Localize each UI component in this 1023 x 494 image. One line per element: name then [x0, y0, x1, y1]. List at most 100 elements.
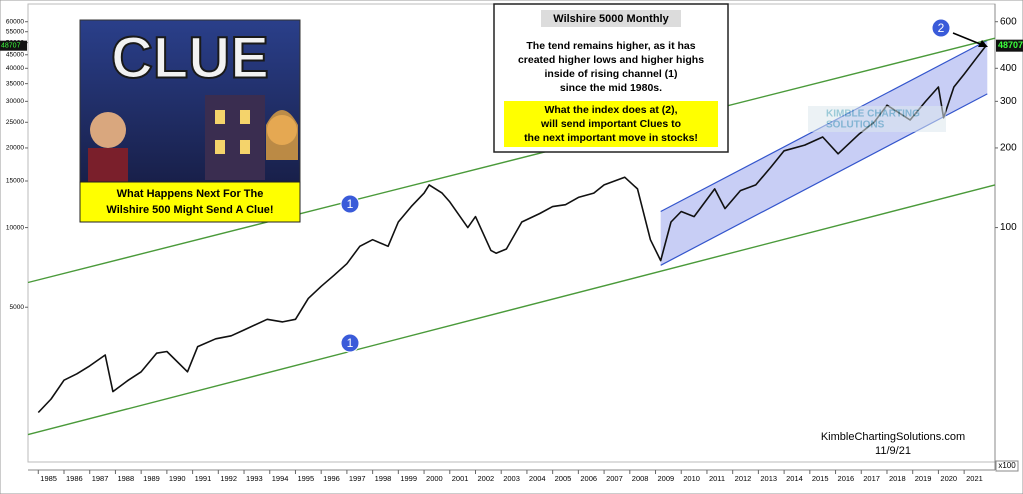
- x-tick-label: 2005: [555, 474, 572, 483]
- inset-window: [240, 110, 250, 124]
- x-tick-label: 1994: [272, 474, 289, 483]
- y-tick-label: 5000: [10, 304, 25, 311]
- inset: CLUE What Happens Next For The Wilshire …: [79, 19, 301, 223]
- y-tick-label: 10000: [6, 224, 24, 231]
- y-tick-label: 60000: [6, 18, 24, 25]
- x-tick-label: 2003: [503, 474, 520, 483]
- watermark-text: SOLUTIONS: [826, 120, 885, 131]
- last-value-tag: [0, 40, 27, 51]
- y2-tick-label: 600: [1000, 16, 1017, 27]
- x-tick-label: 2015: [812, 474, 829, 483]
- x-tick-label: 2018: [889, 474, 906, 483]
- highlight-text: the next important move in stocks!: [524, 132, 698, 144]
- x-tick-label: 1999: [400, 474, 417, 483]
- y2-tick-label: 300: [1000, 96, 1017, 107]
- y2-tick-label: 100: [1000, 222, 1017, 233]
- marker: [931, 18, 951, 38]
- x-tick-label: 2006: [580, 474, 597, 483]
- x-tick-label: 1985: [40, 474, 57, 483]
- y-tick-label: 30000: [6, 98, 24, 105]
- highlight-text: will send important Clues to: [540, 118, 681, 130]
- marker-label: 2: [938, 21, 945, 35]
- inset-house: [205, 95, 265, 180]
- marker-label: 1: [347, 197, 354, 211]
- x-tick-label: 1986: [66, 474, 83, 483]
- watermark-bg: [808, 106, 946, 132]
- x-tick-label: 2012: [735, 474, 752, 483]
- last-value-tag: [996, 39, 1023, 52]
- marker-arrow: [952, 32, 986, 47]
- lines-layer: [27, 37, 996, 436]
- y-tick-label: 55000: [6, 28, 24, 35]
- inset-caption: What Happens Next For The: [117, 188, 264, 200]
- x-tick-label: 1993: [246, 474, 263, 483]
- x-tick-label: 1989: [143, 474, 160, 483]
- x-tick-label: 2017: [863, 474, 880, 483]
- last-value-label: 48707: [998, 40, 1023, 50]
- x-tick-label: 1987: [92, 474, 109, 483]
- inset-window: [215, 140, 225, 154]
- watermark-text: KIMBLE CHARTING: [826, 109, 920, 120]
- x-tick-label: 2019: [915, 474, 932, 483]
- x-tick-label: 2008: [632, 474, 649, 483]
- y-tick-label: 35000: [6, 80, 24, 87]
- inset-figure: [88, 148, 128, 182]
- x-tick-label: 2002: [477, 474, 494, 483]
- x-tick-label: 1988: [117, 474, 134, 483]
- note-box: Wilshire 5000 Monthly The tend remains h…: [493, 3, 729, 153]
- highlight-text: What the index does at (2),: [544, 104, 677, 116]
- trendline: [27, 37, 996, 284]
- marker: [340, 333, 360, 353]
- x-tick-label: 2016: [838, 474, 855, 483]
- inset-caption: Wilshire 500 Might Send A Clue!: [106, 204, 273, 216]
- chart-title: Wilshire 5000 Monthly: [553, 13, 669, 25]
- marker-label: 1: [347, 336, 354, 350]
- watermark: KIMBLE CHARTING SOLUTIONS: [808, 106, 946, 132]
- x-tick-label: 2004: [529, 474, 546, 483]
- note-text: since the mid 1980s.: [560, 82, 662, 94]
- title-bg: [541, 10, 681, 27]
- inset-caption-box: [79, 181, 301, 223]
- channel-fill: [660, 40, 988, 266]
- note-text: The tend remains higher, as it has: [526, 40, 695, 52]
- x-tick-label: 1995: [297, 474, 314, 483]
- marker: [340, 194, 360, 214]
- price-line: [37, 45, 987, 414]
- note-text: created higher lows and higher highs: [518, 54, 704, 66]
- y-tick-label: 45000: [6, 51, 24, 58]
- inset-title: CLUE: [111, 25, 269, 90]
- y-tick-label: 15000: [6, 178, 24, 185]
- x-tick-label: 1992: [220, 474, 237, 483]
- inset-window: [240, 140, 250, 154]
- highlight-box: [504, 101, 718, 147]
- y-tick-label: 40000: [6, 65, 24, 72]
- y2-label-box: [995, 460, 1019, 472]
- x-tick-label: 2007: [606, 474, 623, 483]
- x-tick-label: 2020: [940, 474, 957, 483]
- x-tick-label: 1990: [169, 474, 186, 483]
- x-tick-label: 2011: [709, 474, 725, 483]
- source: KimbleChartingSolutions.com: [821, 431, 965, 443]
- inset-figure: [266, 110, 298, 160]
- y2-tick-label: 200: [1000, 143, 1017, 154]
- inset-figure: [90, 112, 126, 148]
- y2-label: x100: [998, 461, 1016, 470]
- inset-window: [215, 110, 225, 124]
- marker-arrowhead: [978, 40, 988, 47]
- x-tick-label: 2014: [786, 474, 803, 483]
- last-value-label: 48707: [1, 43, 21, 50]
- x-tick-label: 1996: [323, 474, 340, 483]
- note-text: inside of rising channel (1): [544, 68, 677, 80]
- x-tick-label: 2000: [426, 474, 443, 483]
- y-tick-label: 25000: [6, 119, 24, 126]
- x-tick-label: 1997: [349, 474, 366, 483]
- x-tick-label: 2021: [966, 474, 983, 483]
- x-tick-label: 2013: [760, 474, 777, 483]
- x-tick-label: 2001: [452, 474, 469, 483]
- x-tick-label: 1991: [195, 474, 212, 483]
- x-tick-label: 2009: [658, 474, 675, 483]
- y-tick-label: 20000: [6, 145, 24, 152]
- x-tick-label: 2010: [683, 474, 700, 483]
